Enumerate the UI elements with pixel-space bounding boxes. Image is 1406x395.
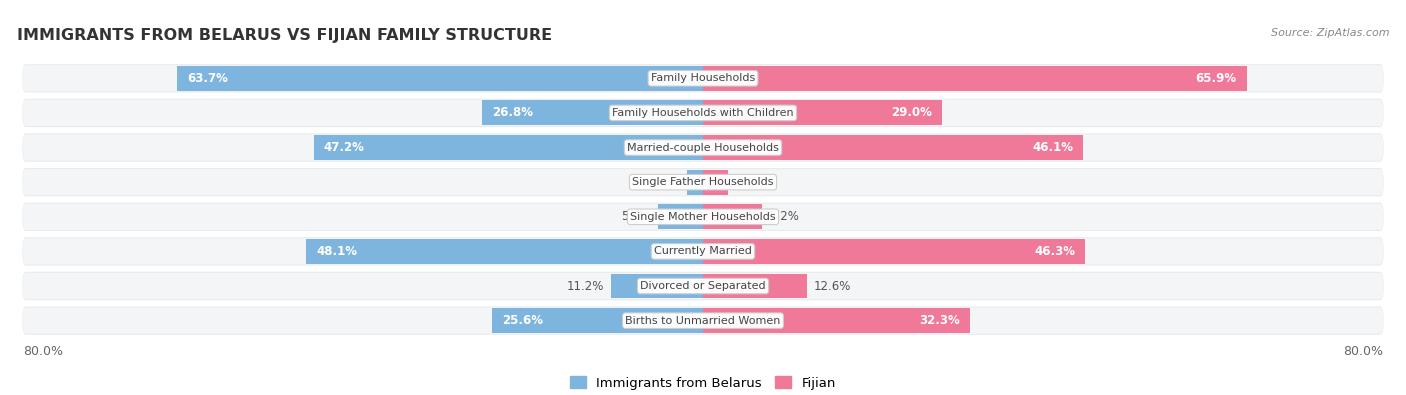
Bar bbox=[703, 135, 1084, 160]
Text: 63.7%: 63.7% bbox=[187, 72, 228, 85]
Text: 11.2%: 11.2% bbox=[567, 280, 605, 293]
Text: Currently Married: Currently Married bbox=[654, 246, 752, 256]
Bar bbox=[492, 308, 703, 333]
Bar bbox=[610, 274, 703, 299]
Text: 1.9%: 1.9% bbox=[651, 176, 681, 189]
Bar bbox=[177, 66, 703, 91]
Text: 47.2%: 47.2% bbox=[323, 141, 364, 154]
FancyBboxPatch shape bbox=[22, 273, 1384, 299]
FancyBboxPatch shape bbox=[22, 272, 1384, 300]
Bar bbox=[703, 170, 728, 195]
Text: 26.8%: 26.8% bbox=[492, 106, 533, 119]
Bar bbox=[703, 66, 1247, 91]
FancyBboxPatch shape bbox=[22, 169, 1384, 195]
FancyBboxPatch shape bbox=[22, 100, 1384, 126]
Text: 12.6%: 12.6% bbox=[814, 280, 851, 293]
Bar bbox=[688, 170, 703, 195]
Bar bbox=[703, 204, 762, 229]
FancyBboxPatch shape bbox=[22, 134, 1384, 162]
Bar bbox=[482, 100, 703, 125]
FancyBboxPatch shape bbox=[22, 65, 1384, 92]
Text: 32.3%: 32.3% bbox=[920, 314, 960, 327]
Text: Single Father Households: Single Father Households bbox=[633, 177, 773, 187]
Text: Single Mother Households: Single Mother Households bbox=[630, 212, 776, 222]
Text: 48.1%: 48.1% bbox=[316, 245, 357, 258]
Text: Births to Unmarried Women: Births to Unmarried Women bbox=[626, 316, 780, 325]
Bar bbox=[314, 135, 703, 160]
Bar bbox=[658, 204, 703, 229]
Bar bbox=[307, 239, 703, 264]
Legend: Immigrants from Belarus, Fijian: Immigrants from Belarus, Fijian bbox=[565, 371, 841, 395]
FancyBboxPatch shape bbox=[22, 238, 1384, 265]
Text: 29.0%: 29.0% bbox=[891, 106, 932, 119]
Bar bbox=[703, 308, 970, 333]
Bar bbox=[703, 274, 807, 299]
FancyBboxPatch shape bbox=[22, 237, 1384, 265]
Text: Married-couple Households: Married-couple Households bbox=[627, 143, 779, 152]
Text: IMMIGRANTS FROM BELARUS VS FIJIAN FAMILY STRUCTURE: IMMIGRANTS FROM BELARUS VS FIJIAN FAMILY… bbox=[17, 28, 553, 43]
FancyBboxPatch shape bbox=[22, 307, 1384, 335]
Bar bbox=[703, 239, 1085, 264]
Text: 46.1%: 46.1% bbox=[1032, 141, 1073, 154]
FancyBboxPatch shape bbox=[22, 99, 1384, 127]
Text: 65.9%: 65.9% bbox=[1195, 72, 1237, 85]
Bar bbox=[703, 100, 942, 125]
Text: Family Households: Family Households bbox=[651, 73, 755, 83]
FancyBboxPatch shape bbox=[22, 134, 1384, 161]
Text: 3.0%: 3.0% bbox=[734, 176, 763, 189]
FancyBboxPatch shape bbox=[22, 307, 1384, 334]
Text: Source: ZipAtlas.com: Source: ZipAtlas.com bbox=[1271, 28, 1389, 38]
Text: 46.3%: 46.3% bbox=[1033, 245, 1076, 258]
FancyBboxPatch shape bbox=[22, 168, 1384, 196]
FancyBboxPatch shape bbox=[22, 203, 1384, 231]
Text: 25.6%: 25.6% bbox=[502, 314, 543, 327]
Text: 7.2%: 7.2% bbox=[769, 210, 799, 223]
Text: Family Households with Children: Family Households with Children bbox=[612, 108, 794, 118]
Text: Divorced or Separated: Divorced or Separated bbox=[640, 281, 766, 291]
Text: 5.5%: 5.5% bbox=[621, 210, 651, 223]
FancyBboxPatch shape bbox=[22, 64, 1384, 92]
FancyBboxPatch shape bbox=[22, 204, 1384, 230]
